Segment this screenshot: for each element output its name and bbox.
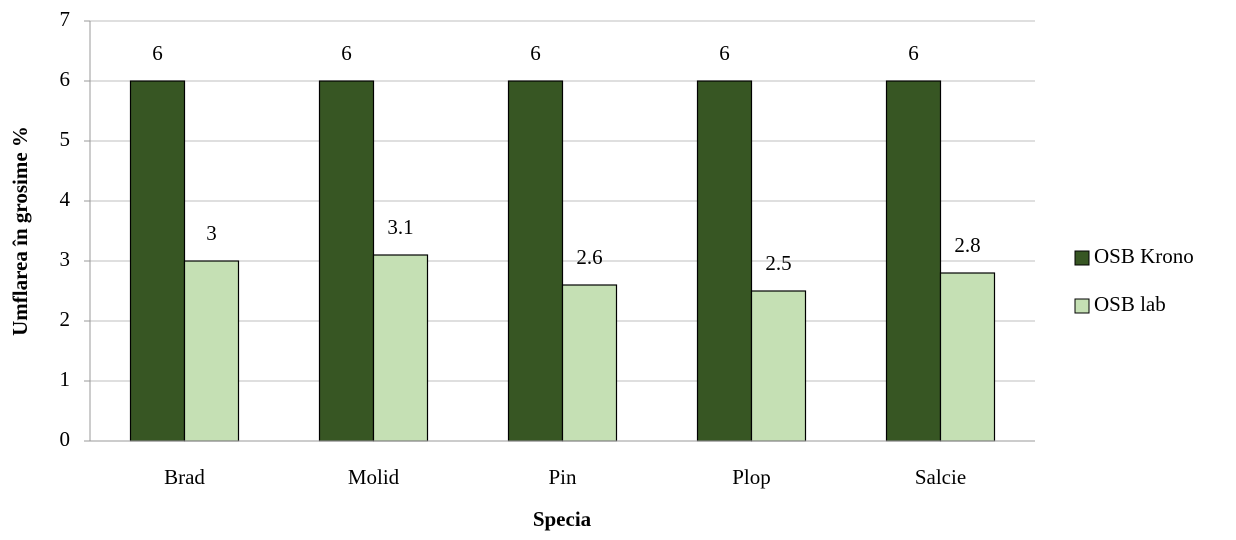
bar [561,284,618,442]
x-tick-label: Brad [164,465,205,489]
y-tick-label: 7 [60,7,71,31]
legend-swatch [1074,250,1090,266]
data-label: 6 [719,41,730,65]
y-tick-label: 3 [60,247,71,271]
y-tick-label: 6 [60,67,71,91]
data-label: 6 [341,41,352,65]
bar [696,80,753,442]
bar [318,80,375,442]
bar [885,80,942,442]
y-tick-label: 4 [60,187,71,211]
data-label: 2.5 [765,251,791,275]
y-tick-label: 2 [60,307,71,331]
bar [750,290,807,442]
data-label: 6 [908,41,919,65]
bar [372,254,429,442]
bar [129,80,186,442]
y-tick-label: 1 [60,367,71,391]
legend-label: OSB Krono [1094,244,1194,268]
y-tick-label: 5 [60,127,71,151]
x-tick-label: Molid [348,465,400,489]
x-tick-label: Plop [732,465,771,489]
y-tick-label: 0 [60,427,71,451]
legend-swatch [1074,298,1090,314]
x-tick-label: Salcie [915,465,966,489]
bar [939,272,996,442]
data-label: 2.6 [576,245,602,269]
data-label: 3 [206,221,217,245]
y-axis-title: Umflarea în grosime % [8,126,32,336]
data-label: 3.1 [387,215,413,239]
data-label: 2.8 [954,233,980,257]
x-axis-title: Specia [533,507,592,531]
x-tick-label: Pin [548,465,577,489]
bar [507,80,564,442]
data-label: 6 [152,41,163,65]
data-label: 6 [530,41,541,65]
bar [183,260,240,442]
legend-label: OSB lab [1094,292,1166,316]
